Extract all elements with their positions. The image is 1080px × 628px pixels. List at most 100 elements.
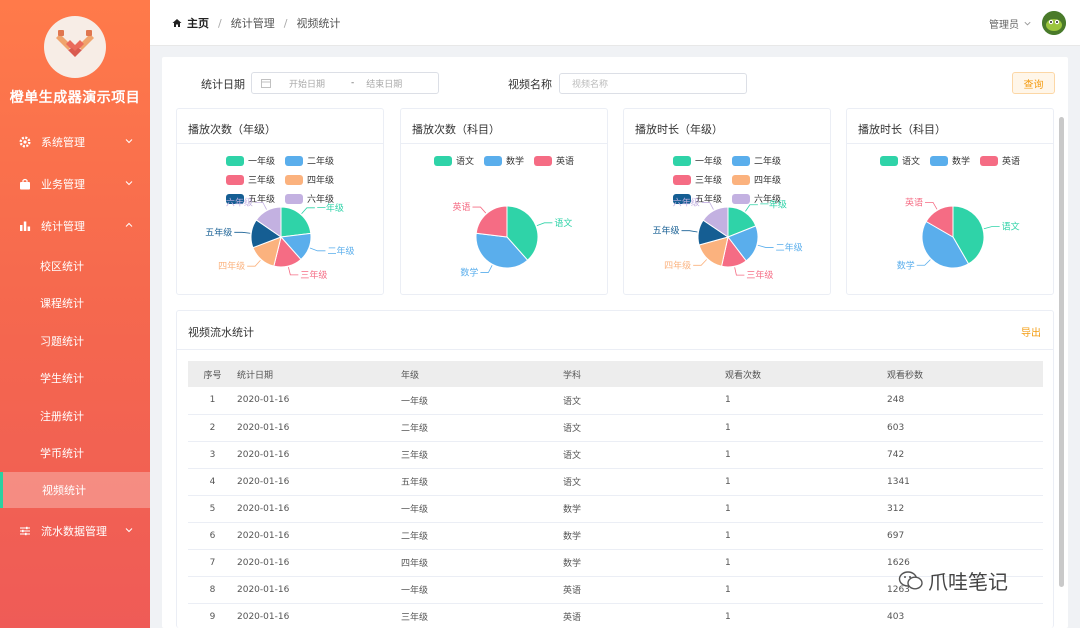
- sidebar-item-course-stats[interactable]: 课程统计: [40, 297, 84, 310]
- column-header[interactable]: 观看秒数: [887, 361, 1043, 387]
- column-header[interactable]: 序号: [188, 361, 237, 387]
- pie-label: 六年级: [226, 196, 253, 208]
- pie-slice[interactable]: [475, 205, 508, 238]
- table-cell: 2020-01-16: [237, 387, 401, 415]
- table-cell: 403: [887, 603, 1043, 628]
- pie-slice[interactable]: [475, 232, 529, 269]
- pie-slice[interactable]: [727, 225, 759, 262]
- menu-system-management[interactable]: 系统管理: [0, 124, 150, 160]
- export-button[interactable]: 导出: [1021, 328, 1041, 339]
- legend-item[interactable]: 语文: [879, 154, 920, 167]
- table-row[interactable]: 5 2020-01-16 一年级 数学 1 312: [188, 495, 1043, 523]
- table-cell: 一年级: [401, 387, 563, 415]
- column-header[interactable]: 学科: [563, 361, 725, 387]
- legend-item[interactable]: 英语: [534, 154, 574, 167]
- menu-flow-data-management[interactable]: 流水数据管理: [0, 513, 150, 549]
- legend-item[interactable]: 三年级: [672, 173, 722, 186]
- column-header[interactable]: 观看次数: [725, 361, 887, 387]
- legend-item[interactable]: 四年级: [285, 173, 334, 186]
- table-cell: 英语: [563, 603, 725, 628]
- legend-item[interactable]: 一年级: [672, 154, 722, 167]
- sidebar: 橙单生成器演示项目 系统管理 业务管理 统计管理 校区统计 课程统计 习题统计 …: [0, 0, 150, 628]
- legend-item[interactable]: 五年级: [225, 192, 275, 205]
- table-cell: 一年级: [401, 495, 563, 523]
- chart-title: 播放次数（年级）: [188, 123, 276, 136]
- legend-item[interactable]: 四年级: [732, 173, 781, 186]
- legend-label: 数学: [951, 157, 970, 167]
- sidebar-item-video-stats[interactable]: 视频统计: [0, 472, 150, 508]
- bar-chart-icon: [18, 219, 32, 233]
- divider: [401, 143, 607, 144]
- table-row[interactable]: 3 2020-01-16 三年级 语文 1 742: [188, 441, 1043, 469]
- column-header[interactable]: 统计日期: [237, 361, 401, 387]
- table-header-row: 序号 统计日期 年级 学科 观看次数 观看秒数: [188, 361, 1043, 387]
- pie-slice[interactable]: [952, 205, 985, 265]
- legend-item[interactable]: 三年级: [225, 173, 275, 186]
- legend-item[interactable]: 五年级: [672, 192, 722, 205]
- pie-slice[interactable]: [506, 205, 539, 261]
- sidebar-item-exercise-stats[interactable]: 习题统计: [40, 335, 84, 348]
- table-row[interactable]: 9 2020-01-16 三年级 英语 1 403: [188, 603, 1043, 628]
- table-cell: 语文: [563, 441, 725, 469]
- query-button[interactable]: 查询: [1012, 72, 1055, 94]
- chart-title: 播放次数（科目）: [412, 123, 500, 136]
- legend-item[interactable]: 数学: [929, 154, 970, 167]
- pie-label-line: [701, 202, 714, 210]
- pie-slice[interactable]: [280, 206, 312, 238]
- pie-label: 数学: [897, 259, 915, 271]
- legend-item[interactable]: 语文: [433, 154, 474, 167]
- table-row[interactable]: 6 2020-01-16 二年级 数学 1 697: [188, 522, 1043, 550]
- table-cell: 8: [188, 576, 237, 604]
- legend-item[interactable]: 数学: [483, 154, 524, 167]
- table-cell: 1: [725, 522, 887, 550]
- user-menu[interactable]: 管理员: [989, 11, 1066, 35]
- pie-label: 四年级: [664, 259, 691, 271]
- sidebar-item-campus-stats[interactable]: 校区统计: [40, 260, 84, 273]
- legend-item[interactable]: 一年级: [225, 154, 275, 167]
- breadcrumb-home[interactable]: 主页: [172, 15, 209, 31]
- menu-label: 流水数据管理: [41, 525, 107, 538]
- legend-swatch: [285, 193, 303, 204]
- legend-swatch: [672, 155, 691, 166]
- date-range-picker[interactable]: 开始日期 - 结束日期: [251, 72, 439, 94]
- legend-item[interactable]: 二年级: [285, 154, 334, 167]
- video-name-input[interactable]: 视频名称: [559, 73, 747, 94]
- table-cell: 697: [887, 522, 1043, 550]
- sidebar-item-coin-stats[interactable]: 学币统计: [40, 447, 84, 460]
- pie-label: 三年级: [300, 269, 327, 281]
- table-cell: 6: [188, 522, 237, 550]
- table-row[interactable]: 7 2020-01-16 四年级 数学 1 1626: [188, 549, 1043, 577]
- legend-item[interactable]: 六年级: [732, 192, 781, 205]
- legend-item[interactable]: 英语: [980, 154, 1020, 167]
- table-cell: 5: [188, 495, 237, 523]
- legend-item[interactable]: 六年级: [285, 192, 334, 205]
- menu-business-management[interactable]: 业务管理: [0, 166, 150, 202]
- table-cell: 1341: [887, 468, 1043, 496]
- pie-slice[interactable]: [925, 205, 954, 238]
- table-row[interactable]: 1 2020-01-16 一年级 语文 1 248: [188, 387, 1043, 415]
- menu-statistics-management[interactable]: 统计管理: [0, 208, 150, 244]
- legend-swatch: [225, 174, 244, 185]
- legend-item[interactable]: 二年级: [732, 154, 781, 167]
- table-cell: 2020-01-16: [237, 468, 401, 496]
- avatar[interactable]: [1042, 11, 1066, 35]
- sidebar-item-register-stats[interactable]: 注册统计: [40, 410, 84, 423]
- table-cell: 2020-01-16: [237, 576, 401, 604]
- table-row[interactable]: 2 2020-01-16 二年级 语文 1 603: [188, 414, 1043, 442]
- scrollbar[interactable]: [1059, 117, 1064, 587]
- table-row[interactable]: 8 2020-01-16 一年级 英语 1 1263: [188, 576, 1043, 604]
- breadcrumb-statistics[interactable]: 统计管理: [230, 17, 275, 30]
- pie-slice[interactable]: [702, 206, 729, 238]
- column-header[interactable]: 年级: [401, 361, 563, 387]
- table-cell: 语文: [563, 387, 725, 415]
- sidebar-item-student-stats[interactable]: 学生统计: [40, 372, 84, 385]
- legend-label: 五年级: [694, 195, 722, 205]
- pie-label: 一年级: [317, 202, 344, 214]
- pie-slice[interactable]: [255, 206, 282, 238]
- table-row[interactable]: 4 2020-01-16 五年级 语文 1 1341: [188, 468, 1043, 496]
- table-cell: 二年级: [401, 522, 563, 550]
- pie-slice[interactable]: [921, 220, 970, 269]
